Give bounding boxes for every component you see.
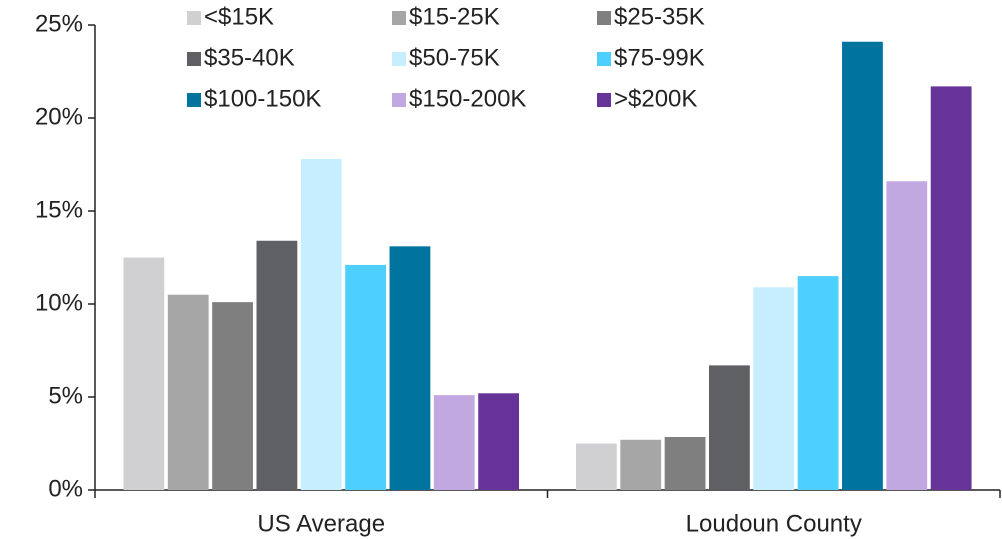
y-tick-label: 25% — [35, 10, 83, 37]
bar — [753, 287, 795, 490]
legend-label: $35-40K — [204, 44, 295, 71]
bar — [167, 294, 209, 490]
legend-label: $75-99K — [614, 44, 705, 71]
bar — [433, 395, 475, 490]
legend-swatch — [392, 93, 406, 107]
bar — [797, 276, 839, 490]
legend-swatch — [597, 11, 611, 25]
bar — [620, 439, 662, 490]
legend-swatch — [597, 52, 611, 66]
legend-label: $25-35K — [614, 3, 705, 30]
bar — [256, 240, 298, 490]
bar — [345, 264, 386, 490]
bar — [212, 302, 253, 490]
legend-label: $50-75K — [409, 44, 500, 71]
y-tick-label: 0% — [48, 475, 83, 502]
legend-swatch — [597, 93, 611, 107]
legend-swatch — [392, 11, 406, 25]
y-tick-label: 10% — [35, 289, 83, 316]
legend-label: $150-200K — [409, 85, 526, 112]
legend-label: $15-25K — [409, 3, 500, 30]
bar — [389, 246, 431, 490]
legend-label: >$200K — [614, 85, 697, 112]
x-tick-label: US Average — [257, 510, 385, 537]
legend-swatch — [392, 52, 406, 66]
y-tick-label: 20% — [35, 103, 83, 130]
y-tick-label: 15% — [35, 196, 83, 223]
bar — [123, 257, 165, 490]
legend-label: <$15K — [204, 3, 274, 30]
bar — [709, 365, 750, 490]
bar — [300, 158, 342, 491]
bar — [575, 443, 617, 490]
legend-swatch — [187, 52, 201, 66]
legend-label: $100-150K — [204, 85, 321, 112]
bar — [842, 41, 883, 491]
y-tick-label: 5% — [48, 382, 83, 409]
bar — [478, 393, 520, 490]
bar — [664, 436, 706, 490]
bar — [886, 181, 928, 491]
legend-swatch — [187, 93, 201, 107]
bar — [930, 86, 972, 490]
x-tick-label: Loudoun County — [686, 510, 862, 537]
legend-swatch — [187, 11, 201, 25]
